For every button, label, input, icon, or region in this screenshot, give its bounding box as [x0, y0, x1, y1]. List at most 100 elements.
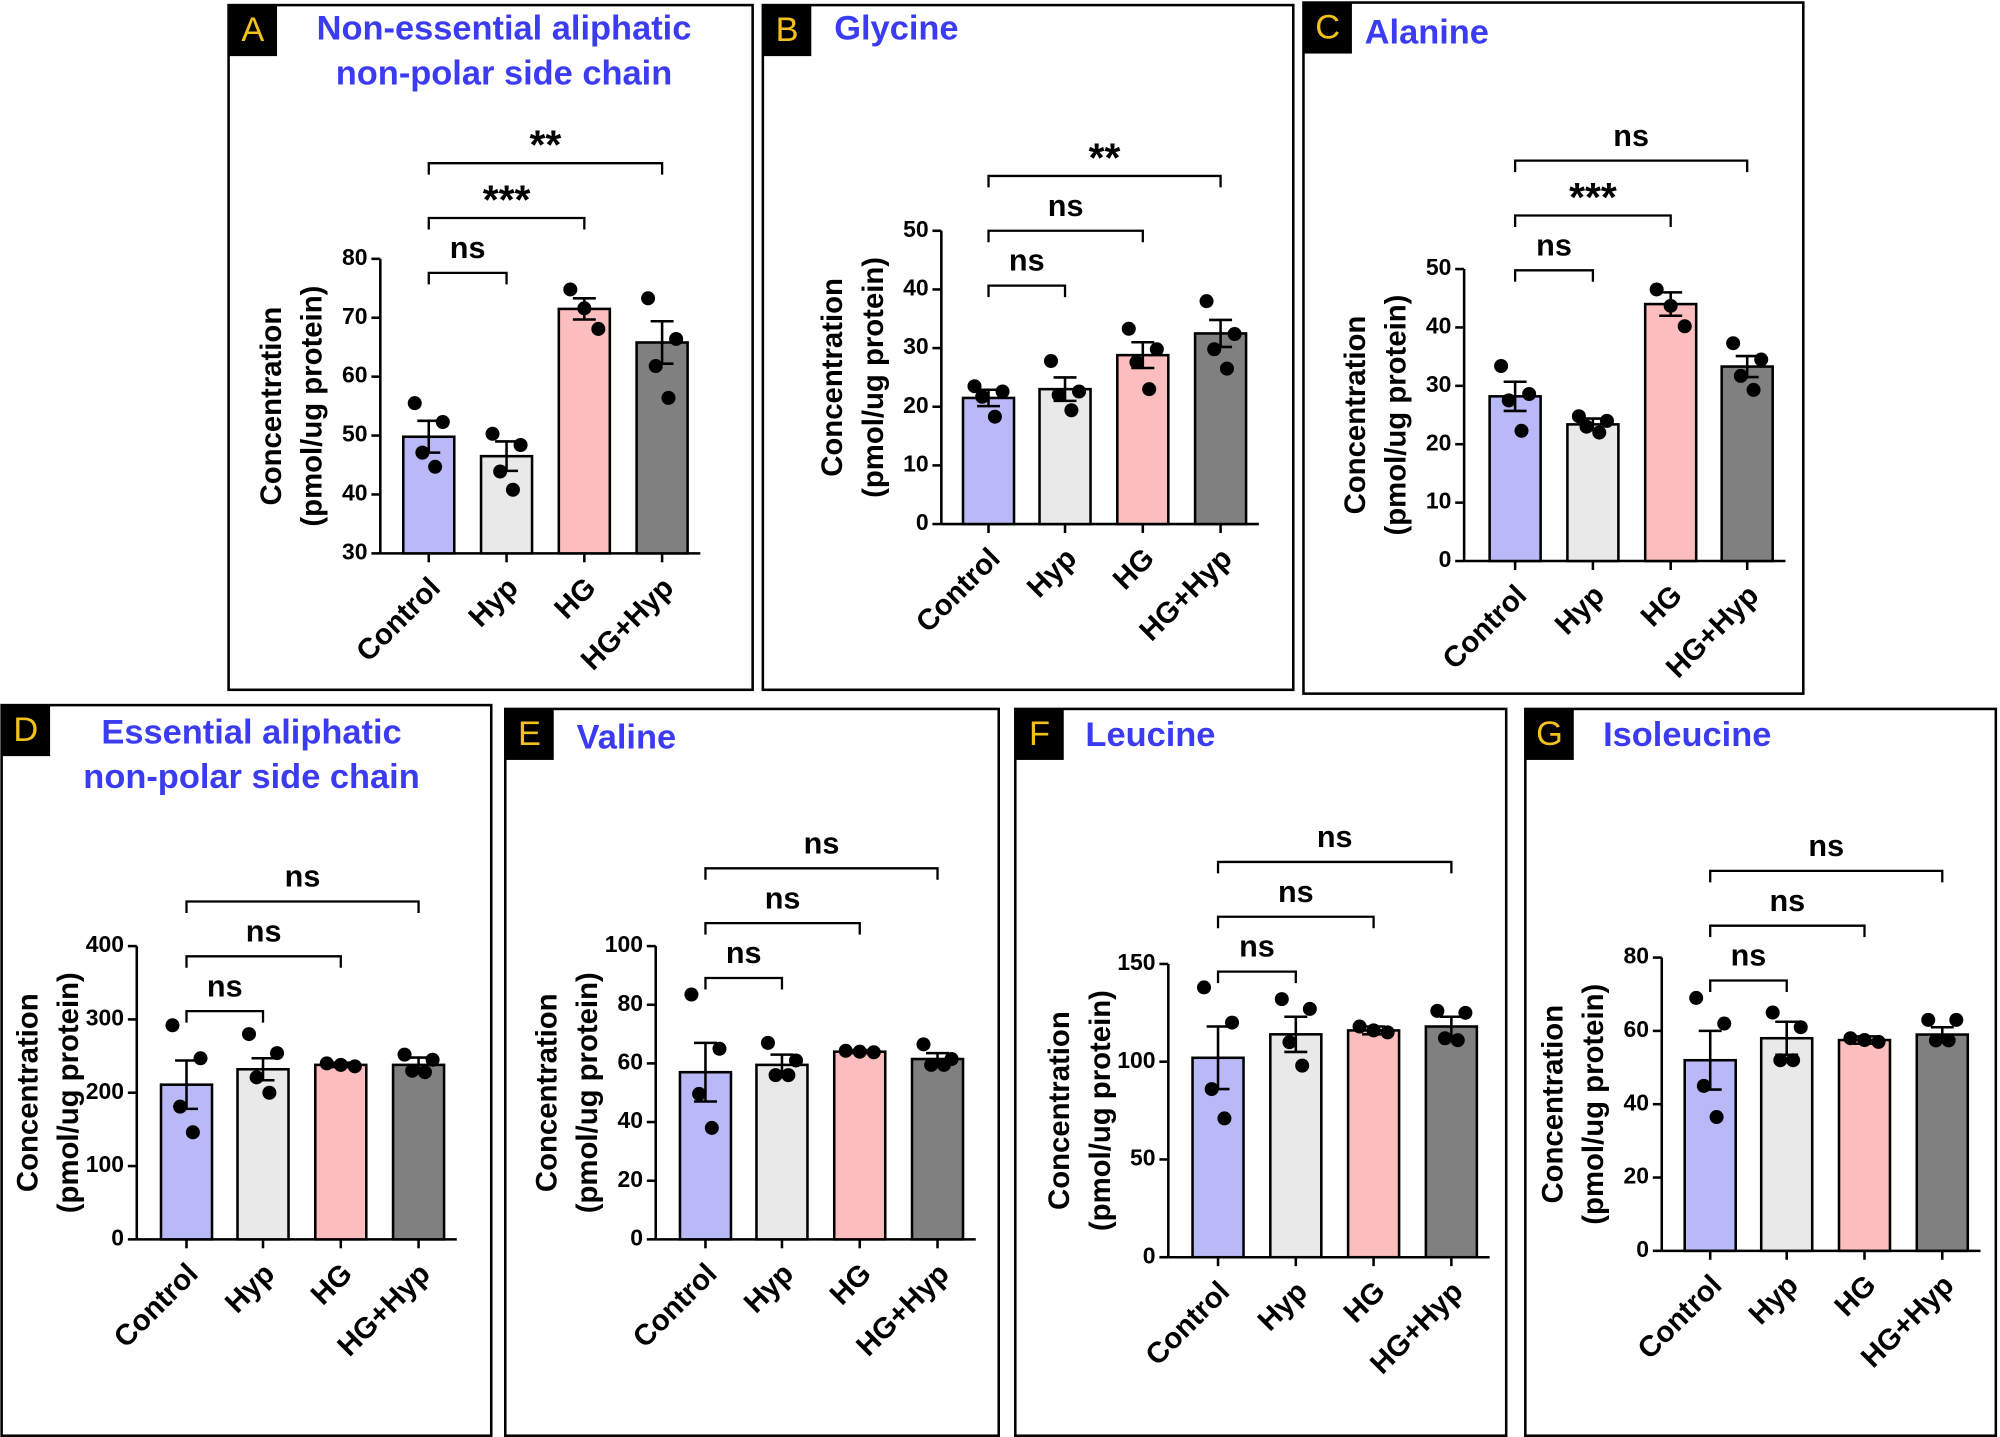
bar — [314, 1063, 368, 1241]
data-point — [1579, 419, 1594, 434]
y-tick-label: 30 — [1426, 371, 1452, 397]
data-point — [1196, 980, 1212, 995]
bar — [1566, 423, 1620, 563]
y-tick-label: 40 — [1623, 1089, 1649, 1115]
data-point — [435, 415, 450, 430]
data-point — [1733, 368, 1748, 383]
data-point — [241, 1027, 256, 1042]
data-point — [760, 1035, 775, 1050]
y-axis-label: Concentration — [816, 278, 849, 477]
significance-label: ns — [1317, 820, 1353, 854]
data-point — [1786, 1053, 1801, 1068]
data-point — [1649, 282, 1664, 297]
bar — [910, 1057, 965, 1241]
data-point — [397, 1047, 412, 1062]
significance-bracket — [704, 976, 784, 990]
panel-letter: C — [1315, 8, 1340, 46]
data-point — [648, 359, 663, 374]
data-point — [684, 987, 699, 1002]
data-point — [669, 331, 684, 346]
data-point — [1274, 992, 1289, 1007]
data-point — [1709, 1110, 1724, 1125]
y-tick-label: 100 — [1117, 1047, 1155, 1073]
data-point — [712, 1041, 727, 1056]
panel-letter-box — [762, 5, 812, 57]
significance-bracket — [1216, 915, 1375, 929]
significance-bracket — [185, 955, 342, 968]
data-point — [173, 1099, 188, 1114]
panel-letter-box — [1, 705, 51, 757]
data-point — [1430, 1003, 1445, 1018]
data-point — [417, 1065, 432, 1080]
x-tick-label: Control — [350, 571, 447, 668]
x-tick-label: Control — [910, 542, 1007, 639]
data-point — [1843, 1031, 1858, 1046]
y-axis-label: (pmol/ug protein) — [1084, 990, 1117, 1231]
significance-bracket — [704, 867, 939, 880]
data-point — [916, 1037, 931, 1052]
significance-bracket — [987, 174, 1222, 188]
data-point — [1726, 336, 1741, 351]
y-axis-label: Concentration — [1339, 316, 1372, 515]
data-point — [1302, 1001, 1317, 1016]
panel-letter: B — [776, 11, 799, 49]
significance-label: ** — [530, 122, 562, 168]
data-point — [852, 1044, 867, 1059]
data-point — [1599, 413, 1614, 428]
panel-title: non-polar side chain — [336, 54, 672, 92]
bar — [557, 307, 612, 555]
significance-bracket — [1216, 860, 1453, 874]
significance-label: ns — [246, 914, 282, 948]
y-tick-label: 0 — [916, 509, 929, 535]
y-axis-label: Concentration — [11, 993, 44, 1192]
data-point — [1199, 294, 1214, 309]
data-point — [513, 437, 528, 453]
y-axis-label: (pmol/ug protein) — [296, 286, 329, 527]
significance-label: ns — [1731, 939, 1767, 973]
data-point — [641, 291, 656, 306]
significance-bracket — [987, 284, 1067, 298]
data-point — [1380, 1025, 1395, 1040]
significance-bracket — [427, 162, 664, 175]
data-point — [1217, 1111, 1232, 1126]
bar — [1269, 1033, 1323, 1259]
panel: F Leucine Concentration (pmol/ug protein) 0 5… — [1014, 707, 1508, 1437]
x-tick-label: Hyp — [219, 1257, 282, 1320]
significance-label: ns — [1048, 189, 1084, 223]
data-point — [1677, 319, 1692, 334]
x-tick-label: Hyp — [1251, 1275, 1314, 1338]
data-point — [1871, 1034, 1886, 1049]
data-point — [1696, 1078, 1711, 1093]
y-axis-label: Concentration — [530, 993, 563, 1192]
data-point — [936, 1057, 951, 1072]
y-axis-label: (pmol/ug protein) — [1380, 295, 1413, 536]
data-point — [591, 321, 606, 336]
data-point — [1494, 358, 1509, 373]
data-point — [967, 379, 982, 394]
y-axis-label: (pmol/ug protein) — [52, 972, 85, 1213]
data-point — [485, 426, 500, 441]
y-tick-label: 10 — [1426, 488, 1452, 514]
data-point — [1717, 1016, 1732, 1031]
data-point — [781, 1068, 796, 1083]
y-tick-label: 80 — [1623, 943, 1649, 969]
data-point — [1149, 342, 1164, 357]
data-point — [1663, 298, 1678, 313]
bar — [1915, 1033, 1970, 1253]
data-point — [788, 1053, 804, 1068]
significance-label: *** — [1569, 174, 1617, 220]
y-tick-label: 0 — [630, 1224, 643, 1250]
panel-title: Essential aliphatic — [101, 714, 401, 752]
data-point — [1949, 1012, 1964, 1027]
significance-label: ns — [1278, 875, 1314, 909]
x-tick-label: Control — [627, 1257, 724, 1354]
data-point — [1450, 1033, 1465, 1048]
data-point — [505, 482, 520, 497]
y-tick-label: 40 — [903, 275, 929, 301]
data-point — [193, 1051, 208, 1066]
x-tick-label: Hyp — [738, 1257, 801, 1320]
y-tick-label: 400 — [86, 931, 124, 957]
data-point — [249, 1070, 264, 1085]
data-point — [1072, 384, 1087, 399]
data-point — [1941, 1033, 1956, 1048]
